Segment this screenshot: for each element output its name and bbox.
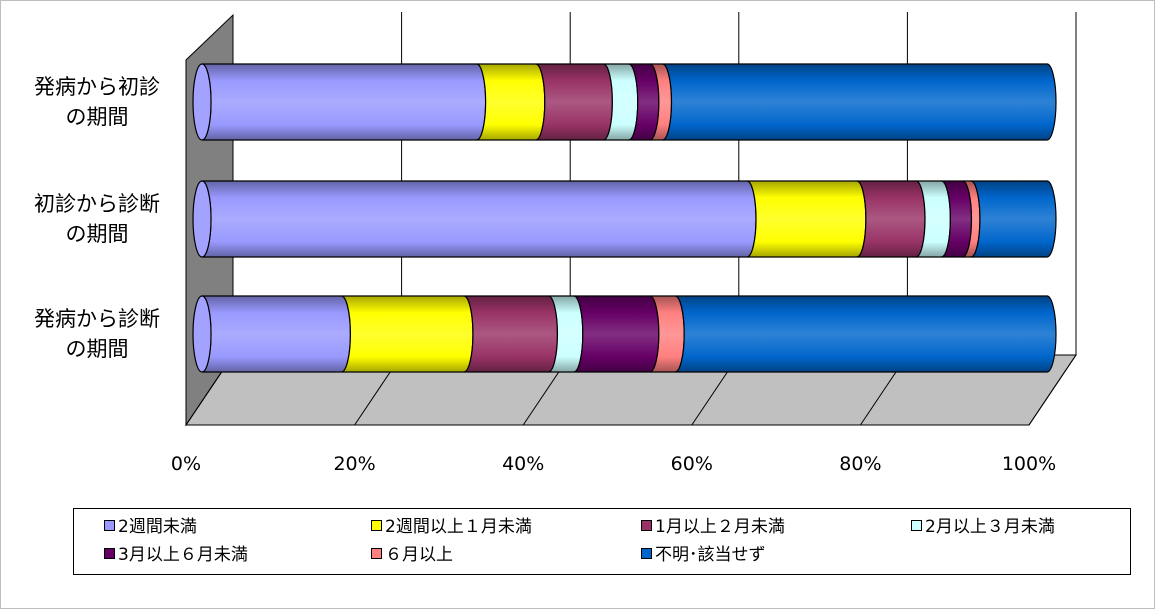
category-label: 発病から診断の期間 bbox=[34, 307, 160, 361]
legend-swatch bbox=[641, 520, 652, 531]
bar-segment bbox=[662, 63, 1057, 141]
legend-item: 2月以上３月未満 bbox=[911, 517, 1055, 537]
legend-label: 2週間未満 bbox=[118, 517, 197, 537]
x-tick-label: 100% bbox=[1002, 453, 1056, 475]
legend-swatch bbox=[371, 520, 382, 531]
bar-segment bbox=[201, 295, 352, 373]
bar-end-cap bbox=[192, 295, 212, 373]
legend-label: 2週間以上１月未満 bbox=[385, 517, 532, 537]
legend-swatch bbox=[104, 548, 115, 559]
legend-label: 不明･該当せず bbox=[655, 545, 766, 565]
bar-segment bbox=[856, 180, 926, 258]
bar-segment bbox=[746, 180, 867, 258]
legend-item: 3月以上６月未満 bbox=[104, 545, 248, 565]
legend-swatch bbox=[104, 520, 115, 531]
x-tick-label: 60% bbox=[671, 453, 713, 475]
legend-swatch bbox=[911, 520, 922, 531]
bar-series bbox=[192, 63, 1057, 373]
bar-segment bbox=[463, 295, 559, 373]
x-tick-label: 80% bbox=[839, 453, 881, 475]
bar-segment bbox=[341, 295, 474, 373]
legend-item: 1月以上２月未満 bbox=[641, 517, 785, 537]
category-label: 初診から診断の期間 bbox=[34, 192, 160, 246]
bar-segment bbox=[476, 63, 546, 141]
legend-label: 2月以上３月未満 bbox=[925, 517, 1055, 537]
legend-swatch bbox=[371, 548, 382, 559]
bar-segment bbox=[970, 180, 1057, 258]
x-tick-label: 20% bbox=[333, 453, 375, 475]
legend-item: 2週間以上１月未満 bbox=[371, 517, 532, 537]
legend-swatch bbox=[641, 548, 652, 559]
x-tick-label: 40% bbox=[502, 453, 544, 475]
floor-gridline bbox=[1028, 354, 1077, 426]
x-axis-tick-labels: 0% 20% 40% 60% 80% 100% bbox=[171, 453, 1056, 475]
bar-segment bbox=[573, 295, 660, 373]
bar-end-cap bbox=[192, 63, 212, 141]
legend-label: 1月以上２月未満 bbox=[655, 517, 785, 537]
bar-segment bbox=[201, 63, 487, 141]
legend-label: ６月以上 bbox=[385, 545, 453, 565]
category-label: 発病から初診の期間 bbox=[34, 75, 160, 129]
legend-label: 3月以上６月未満 bbox=[118, 545, 248, 565]
bar-end-cap bbox=[192, 180, 212, 258]
bar-segment bbox=[675, 295, 1057, 373]
bar-segment bbox=[201, 180, 757, 258]
x-tick-label: 0% bbox=[171, 453, 201, 475]
legend-item: 不明･該当せず bbox=[641, 545, 766, 565]
legend: 2週間未満 2週間以上１月未満 1月以上２月未満 2月以上３月未満 3月以上６月未満 ６月… bbox=[73, 508, 1131, 575]
legend-item: 2週間未満 bbox=[104, 517, 197, 537]
legend-item: ６月以上 bbox=[371, 545, 453, 565]
bar-segment bbox=[535, 63, 613, 141]
